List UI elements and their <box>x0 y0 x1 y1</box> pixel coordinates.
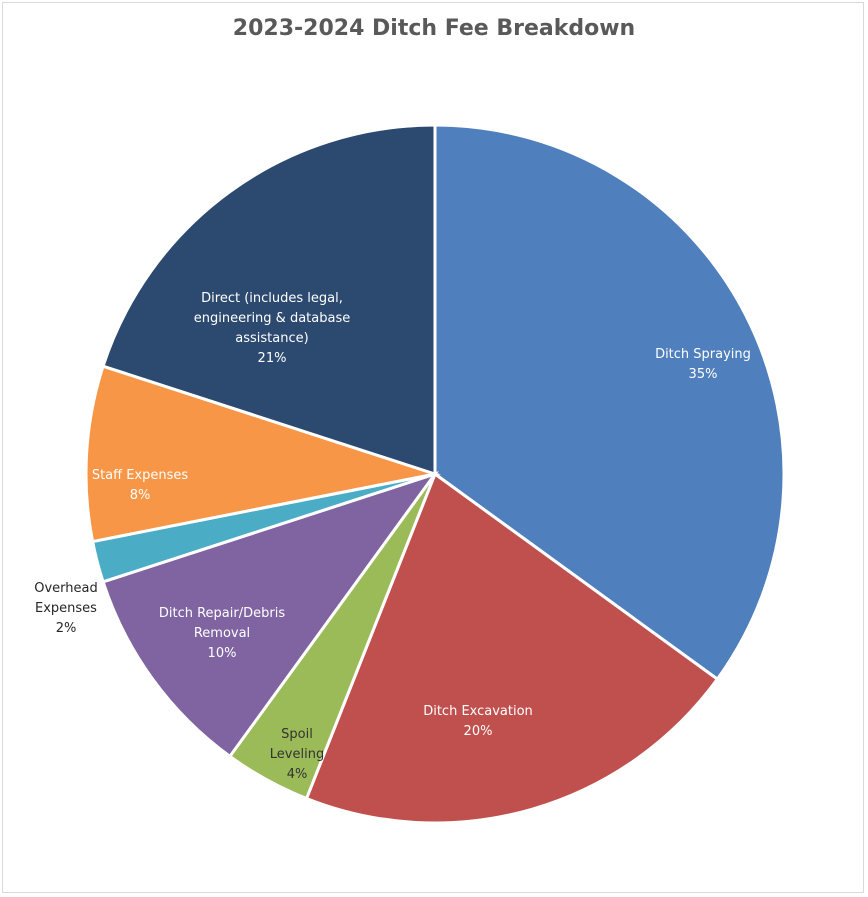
slice-label-4: Overhead Expenses 2% <box>34 581 98 636</box>
slice-label-3: Ditch Repair/Debris Removal 10% <box>159 606 285 661</box>
slice-label-5: Staff Expenses 8% <box>92 468 189 503</box>
pie-slice-3 <box>101 471 439 759</box>
pie-slice-1 <box>304 471 720 825</box>
slice-label-6: Direct (includes legal, engineering & dat… <box>194 291 350 366</box>
pie-slice-0 <box>433 123 786 682</box>
slice-label-1: Ditch Excavation 20% <box>423 704 533 739</box>
chart-title: 2023-2024 Ditch Fee Breakdown <box>232 16 636 41</box>
pie-slice-5 <box>84 364 441 544</box>
slice-label-0: Ditch Spraying 35% <box>655 347 751 382</box>
pie-slice-6 <box>101 123 437 477</box>
slice-label-2: Spoil Leveling 4% <box>270 727 324 782</box>
